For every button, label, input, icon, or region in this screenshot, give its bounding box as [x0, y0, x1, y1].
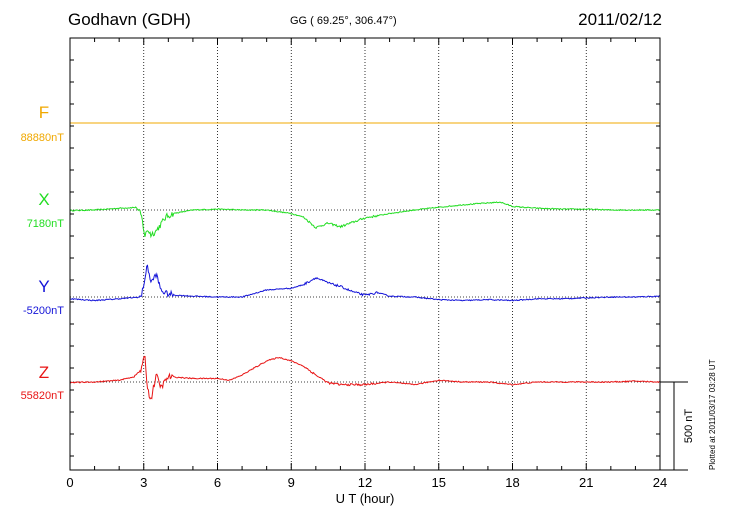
series-layer: [69, 122, 661, 400]
series-name-Z: Z: [39, 363, 49, 382]
series-name-F: F: [39, 103, 49, 122]
x-tick-label-21: 21: [579, 475, 593, 490]
station-title: Godhavn (GDH): [68, 10, 191, 29]
x-tick-label-12: 12: [358, 475, 372, 490]
x-axis-label: U T (hour): [336, 491, 395, 506]
x-tick-label-3: 3: [140, 475, 147, 490]
plot-frame: [69, 37, 688, 471]
series-line-X: [69, 201, 661, 239]
label-layer: F 88880nT X 7180nT Y -5200nT Z 55820nT 0 3 6 9 12 15 1…: [21, 103, 695, 506]
station-coordinates: GG ( 69.25°, 306.47°): [290, 15, 397, 27]
baseline-label-F: 88880nT: [21, 132, 65, 144]
chart-date: 2011/02/12: [578, 10, 662, 29]
baseline-label-X: 7180nT: [27, 218, 65, 230]
series-line-Z: [69, 355, 661, 400]
baseline-label-Z: 55820nT: [21, 390, 65, 402]
x-tick-label-15: 15: [432, 475, 446, 490]
baseline-label-Y: -5200nT: [23, 305, 64, 317]
x-tick-label-0: 0: [66, 475, 73, 490]
x-tick-label-18: 18: [505, 475, 519, 490]
x-tick-label-24: 24: [653, 475, 667, 490]
series-name-Y: Y: [38, 277, 49, 296]
x-tick-label-6: 6: [214, 475, 221, 490]
x-tick-label-9: 9: [288, 475, 295, 490]
scale-bar-label: 500 nT: [683, 409, 695, 444]
grid: [70, 38, 660, 470]
series-name-X: X: [38, 190, 49, 209]
series-line-Y: [69, 264, 661, 302]
